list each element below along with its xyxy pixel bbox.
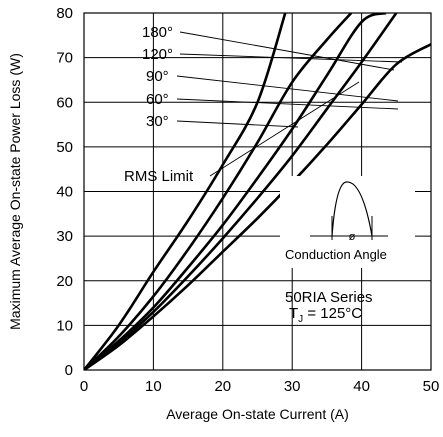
series-label-90deg: 90° — [146, 68, 169, 85]
y-tick-label: 10 — [56, 317, 73, 334]
series-label-180deg: 180° — [142, 24, 173, 41]
x-tick-label: 0 — [80, 378, 88, 395]
x-tick-label: 30 — [284, 378, 301, 395]
junction-temp-note: TJ = 125°C — [289, 305, 362, 325]
x-axis-label: Average On-state Current (A) — [166, 406, 349, 422]
series-line-120deg — [84, 13, 398, 370]
tj-suffix: = 125°C — [303, 305, 362, 322]
x-tick-label: 40 — [353, 378, 370, 395]
tj-subscript: J — [298, 314, 303, 325]
y-axis-label: Maximum Average On-state Power Loss (W) — [7, 53, 23, 330]
series-note: 50RIA Series — [285, 289, 373, 306]
series-curves — [84, 13, 431, 370]
y-tick-label: 50 — [56, 139, 73, 156]
rms-limit-leader — [209, 81, 360, 177]
series-label-60deg: 60° — [146, 91, 169, 108]
series-line-90deg — [84, 13, 387, 370]
series-leader-line — [176, 98, 399, 110]
y-tick-label: 60 — [56, 94, 73, 111]
series-line-30deg — [84, 13, 287, 370]
series-line-180deg — [84, 43, 431, 370]
x-tick-label: 10 — [145, 378, 162, 395]
y-tick-label: 40 — [56, 184, 73, 201]
y-tick-label: 20 — [56, 273, 73, 290]
y-tick-label: 30 — [56, 228, 73, 245]
y-tick-label: 70 — [56, 50, 73, 67]
series-leader-line — [176, 120, 299, 128]
annotations: 180° 120° 90° 60° 30° — [142, 24, 415, 268]
y-tick-label: 0 — [65, 362, 73, 379]
tick-labels: 0 10 20 30 40 50 0 10 20 30 40 50 60 70 80 — [56, 5, 439, 395]
rms-limit-label: RMS Limit — [124, 168, 194, 185]
series-label-30deg: 30° — [146, 113, 169, 130]
phi-symbol: ø — [349, 231, 356, 243]
series-leader-line — [179, 31, 395, 71]
series-label-120deg: 120° — [142, 46, 173, 63]
y-tick-label: 80 — [56, 5, 73, 22]
grid — [84, 13, 431, 370]
conduction-inset-bg — [280, 176, 415, 268]
sine-hump — [331, 181, 373, 237]
tj-prefix: T — [289, 305, 298, 322]
x-tick-label: 20 — [214, 378, 231, 395]
x-tick-label: 50 — [423, 378, 440, 395]
series-leader-line — [176, 75, 399, 102]
conduction-angle-label: Conduction Angle — [285, 247, 387, 262]
series-leader-line — [179, 53, 403, 63]
plot-frame — [83, 12, 432, 371]
series-line-60deg — [84, 13, 353, 370]
